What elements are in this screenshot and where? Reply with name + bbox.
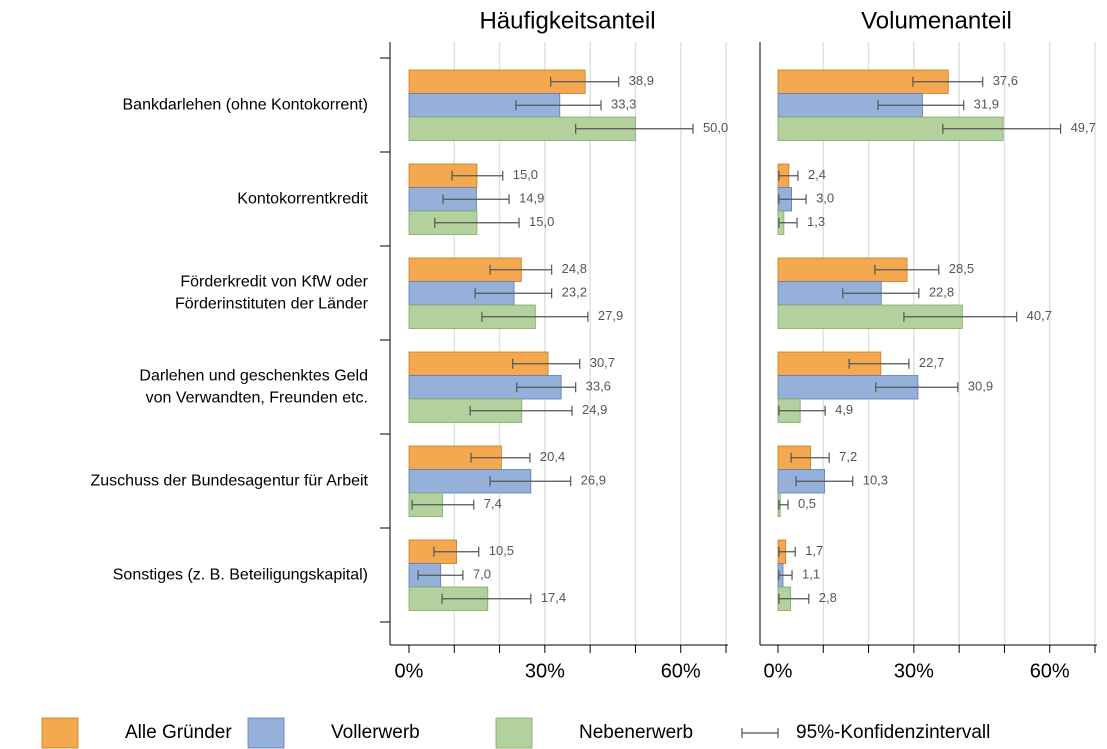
value-label: 50,0: [703, 120, 728, 135]
error-bar: [441, 593, 532, 604]
value-label: 38,9: [629, 73, 654, 88]
value-label: 33,3: [611, 97, 636, 112]
value-label: 10,5: [489, 543, 514, 558]
legend-label: Nebenerwerb: [579, 722, 693, 743]
value-label: 20,4: [540, 449, 565, 464]
error-bar: [778, 170, 799, 181]
value-label: 49,7: [1071, 120, 1096, 135]
x-tick-label: 60%: [661, 660, 701, 682]
value-label: 22,8: [929, 285, 954, 300]
value-label: 4,9: [835, 402, 853, 417]
error-bar: [795, 476, 854, 487]
value-label: 2,8: [819, 590, 837, 605]
value-label: 15,0: [529, 214, 554, 229]
error-bar: [842, 288, 920, 299]
error-bar: [451, 170, 504, 181]
value-label: 23,2: [562, 285, 587, 300]
error-bar: [442, 194, 510, 205]
value-label: 27,9: [598, 308, 623, 323]
value-label: 14,9: [519, 191, 544, 206]
error-bar: [489, 264, 553, 275]
error-bar: [778, 570, 793, 581]
error-bar: [778, 217, 798, 228]
x-tick-label: 0%: [764, 660, 793, 682]
error-bar: [515, 100, 602, 111]
value-label: 22,7: [919, 355, 944, 370]
value-label: 1,7: [805, 543, 823, 558]
legend-label: Alle Gründer: [125, 722, 232, 743]
value-label: 2,4: [808, 167, 826, 182]
error-bar: [433, 546, 480, 557]
value-label: 7,2: [839, 449, 857, 464]
value-label: 10,3: [863, 473, 888, 488]
value-label: 15,0: [513, 167, 538, 182]
value-label: 24,8: [562, 261, 587, 276]
error-bar: [516, 382, 577, 393]
category-label: Darlehen und geschenktes Geld: [139, 367, 368, 384]
error-bar: [912, 76, 984, 87]
error-bar: [778, 546, 796, 557]
value-label: 24,9: [582, 402, 607, 417]
legend-label: 95%-Konfidenzintervall: [796, 722, 990, 743]
error-bar: [434, 217, 520, 228]
error-bar: [875, 382, 959, 393]
error-bar: [512, 358, 581, 369]
error-bar: [877, 100, 965, 111]
error-bar: [481, 311, 589, 322]
error-bar: [848, 358, 910, 369]
value-label: 1,1: [802, 567, 820, 582]
error-bar: [470, 452, 531, 463]
error-bar: [790, 452, 830, 463]
x-tick-label: 0%: [395, 660, 424, 682]
category-label: Zuschuss der Bundesagentur für Arbeit: [91, 472, 369, 489]
error-bar: [903, 311, 1018, 322]
error-bar: [942, 123, 1062, 134]
error-bar: [489, 476, 572, 487]
category-label: von Verwandten, Freunden etc.: [146, 389, 368, 406]
legend-swatch: [41, 717, 79, 749]
value-label: 30,7: [590, 355, 615, 370]
category-label: Bankdarlehen (ohne Kontokorrent): [123, 96, 369, 113]
value-label: 30,9: [968, 379, 993, 394]
error-bar: [417, 570, 464, 581]
category-label: Förderkredit von KfW oder: [180, 273, 368, 290]
error-bar: [575, 123, 694, 134]
category-label: Sonstiges (z. B. Beteiligungskapital): [113, 566, 368, 583]
value-label: 37,6: [993, 73, 1018, 88]
value-label: 17,4: [541, 590, 566, 605]
value-label: 26,9: [581, 473, 606, 488]
error-bar: [474, 288, 553, 299]
error-bar: [778, 405, 826, 416]
category-label: Kontokorrentkredit: [237, 190, 368, 207]
value-label: 31,9: [974, 97, 999, 112]
legend-swatch: [247, 717, 285, 749]
x-tick-label: 60%: [1030, 660, 1070, 682]
value-label: 28,5: [949, 261, 974, 276]
category-label: Förderinstituten der Länder: [175, 295, 369, 312]
panel-title: Häufigkeitsanteil: [479, 7, 655, 34]
error-bar: [411, 499, 475, 510]
value-label: 3,0: [816, 191, 834, 206]
x-tick-label: 30%: [894, 660, 934, 682]
x-tick-label: 30%: [525, 660, 565, 682]
legend-ci-symbol: [741, 728, 779, 738]
value-label: 7,4: [484, 496, 502, 511]
legend-swatch: [495, 717, 533, 749]
error-bar: [469, 405, 573, 416]
value-label: 1,3: [807, 214, 825, 229]
error-bar: [778, 194, 807, 205]
value-label: 40,7: [1027, 308, 1052, 323]
error-bar: [778, 593, 810, 604]
value-label: 7,0: [473, 567, 491, 582]
value-label: 33,6: [586, 379, 611, 394]
legend-label: Vollerwerb: [331, 722, 420, 743]
error-bar: [550, 76, 620, 87]
error-bar: [778, 499, 789, 510]
value-label: 0,5: [798, 496, 816, 511]
panel-title: Volumenanteil: [861, 7, 1012, 34]
error-bar: [874, 264, 940, 275]
